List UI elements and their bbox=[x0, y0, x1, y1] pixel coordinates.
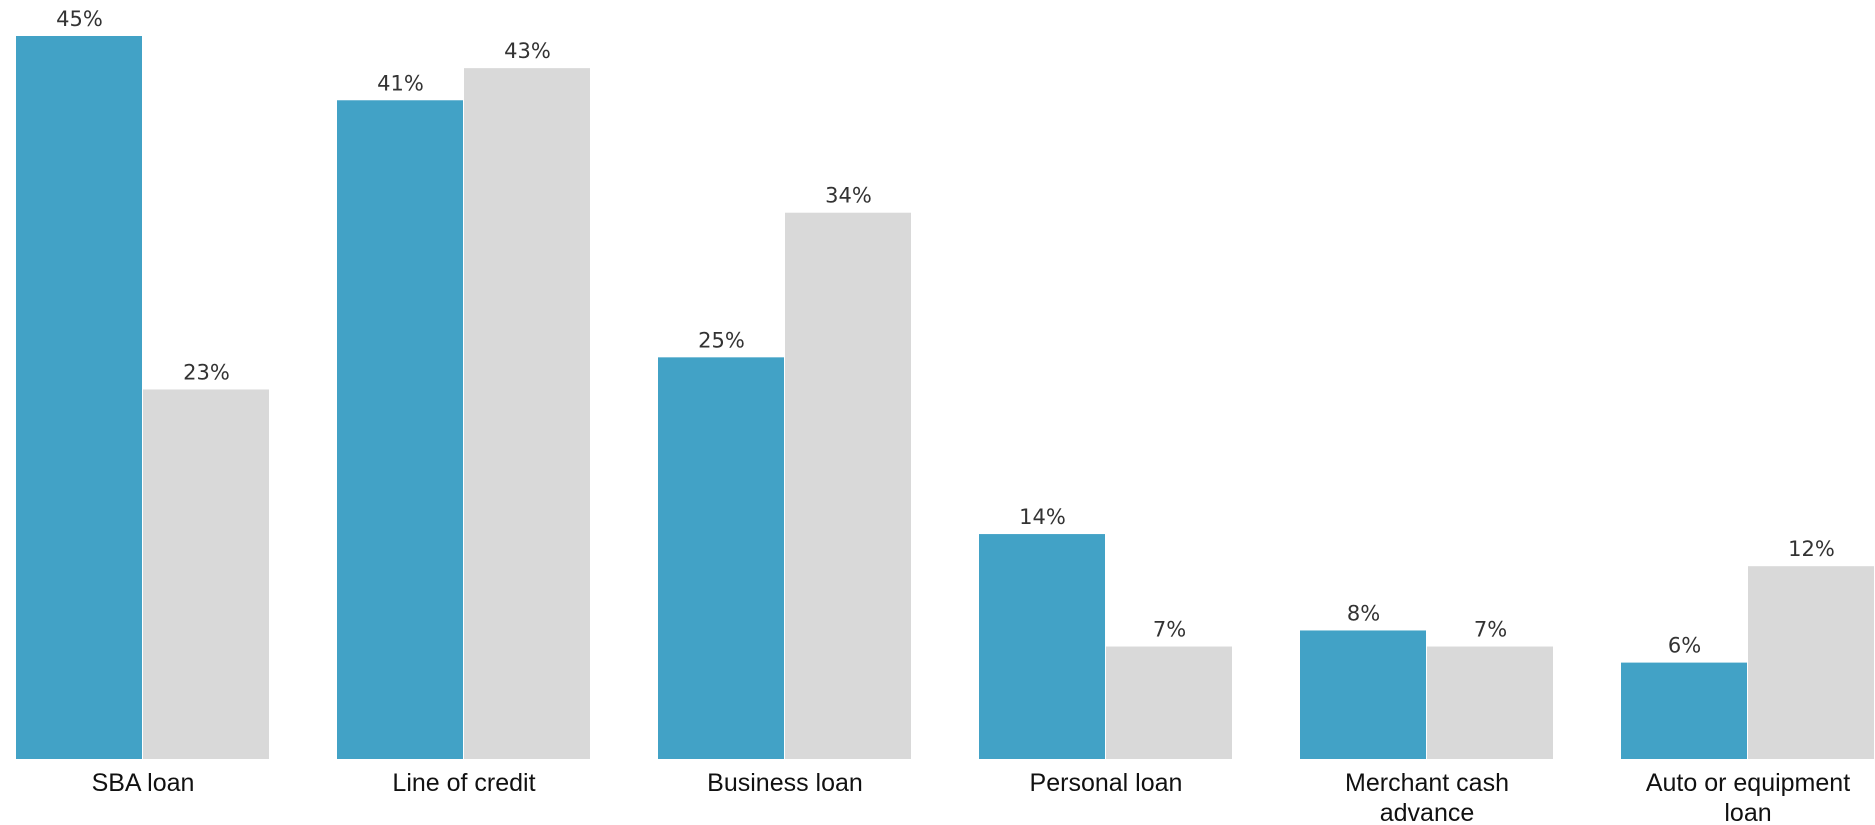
bar-blue-5 bbox=[1621, 662, 1747, 759]
category-label: Auto or equipment loan bbox=[1646, 769, 1850, 825]
bar-gray-1 bbox=[464, 68, 590, 760]
value-labels-layer: 45% 23% 41% 43% 25% 34% 14% 7% 8% 7% 6% 12% bbox=[56, 7, 1835, 658]
bar-gray-0 bbox=[143, 389, 269, 759]
bar-value-label: 14% bbox=[1019, 505, 1066, 529]
bar-gray-3 bbox=[1106, 646, 1232, 759]
bar-gray-2 bbox=[785, 212, 911, 759]
category-label: Business loan bbox=[707, 769, 863, 797]
category-label: SBA loan bbox=[92, 769, 195, 797]
category-labels-layer: SBA loan Line of credit Business loan Perso… bbox=[92, 769, 1851, 825]
bar-value-label: 7% bbox=[1153, 618, 1186, 642]
bar-value-label: 43% bbox=[504, 39, 551, 63]
bar-value-label: 8% bbox=[1347, 601, 1380, 625]
bar-blue-4 bbox=[1300, 630, 1426, 759]
bar-blue-0 bbox=[16, 36, 142, 759]
category-label: Personal loan bbox=[1030, 769, 1183, 797]
bar-value-label: 41% bbox=[377, 71, 424, 95]
category-label: Merchant cash advance bbox=[1345, 769, 1509, 825]
bar-value-label: 25% bbox=[698, 328, 745, 352]
bar-blue-2 bbox=[658, 357, 784, 759]
bar-blue-3 bbox=[979, 534, 1105, 759]
bar-value-label: 45% bbox=[56, 7, 103, 31]
bars-layer bbox=[16, 36, 1874, 760]
bar-value-label: 23% bbox=[183, 360, 230, 384]
bar-value-label: 34% bbox=[825, 184, 872, 208]
bar-blue-1 bbox=[337, 100, 463, 760]
bar-gray-5 bbox=[1748, 566, 1874, 759]
bar-gray-4 bbox=[1427, 646, 1553, 759]
bar-value-label: 12% bbox=[1788, 537, 1835, 561]
category-label: Line of credit bbox=[392, 769, 535, 797]
bar-value-label: 7% bbox=[1474, 618, 1507, 642]
bar-value-label: 6% bbox=[1668, 634, 1701, 658]
